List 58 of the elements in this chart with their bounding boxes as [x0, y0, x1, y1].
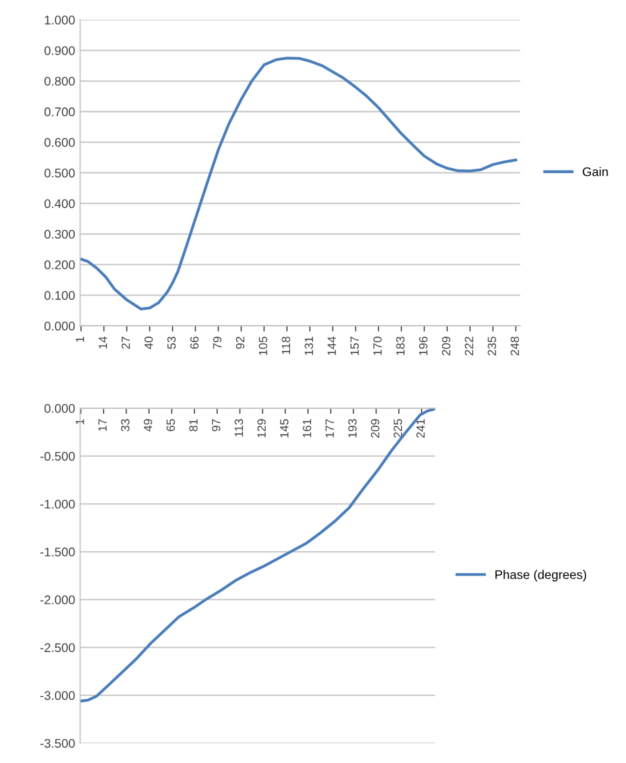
y-tick-label: 0.800	[44, 76, 75, 86]
x-tick-label: 113	[234, 419, 244, 437]
y-tick-label: 0.300	[44, 230, 75, 239]
x-tick-label: 248	[510, 336, 519, 356]
x-tick-label: 209	[370, 419, 380, 438]
x-tick-label: 209	[442, 336, 450, 356]
x-tick-label: 53	[167, 336, 176, 349]
x-tick-label: 235	[488, 336, 496, 356]
y-tick-label: -2.000	[40, 595, 75, 604]
x-tick-label: 183	[396, 336, 405, 356]
x-tick-label: 145	[280, 419, 288, 438]
x-tick-label: 49	[144, 419, 152, 432]
x-tick-label: 65	[166, 419, 175, 432]
y-tick-label: 0.400	[44, 199, 75, 208]
y-tick-label: 0.900	[44, 46, 75, 56]
x-tick-label: 129	[257, 419, 266, 438]
x-tick-label: 40	[144, 336, 153, 350]
legend-label: Phase (degrees)	[495, 570, 586, 582]
y-tick-label: 1.000	[44, 16, 75, 24]
x-tick-label: 81	[189, 419, 198, 432]
x-tick-label: 196	[419, 336, 428, 356]
x-tick-label: 14	[98, 336, 107, 348]
x-tick-label: 105	[258, 336, 268, 356]
x-tick-label: 177	[326, 419, 334, 438]
x-tick-label: 157	[350, 336, 359, 356]
x-tick-label: 225	[394, 419, 402, 438]
x-tick-label: 193	[348, 419, 357, 438]
y-tick-label: 0.200	[44, 260, 75, 270]
y-tick-label: -2.500	[40, 643, 75, 652]
x-tick-label: 161	[302, 419, 312, 438]
y-tick-label: 0.600	[44, 138, 75, 147]
x-tick-label: 33	[121, 419, 130, 432]
x-tick-label: 17	[98, 419, 107, 431]
y-tick-label: -3.000	[40, 691, 75, 700]
x-tick-label: 170	[373, 336, 382, 356]
y-tick-label: -3.500	[40, 738, 75, 748]
x-tick-label: 131	[304, 336, 314, 356]
y-tick-label: -1.000	[40, 500, 75, 509]
y-tick-label: -1.500	[40, 548, 75, 556]
x-tick-label: 79	[213, 336, 222, 349]
y-tick-label: 0.700	[44, 107, 75, 116]
x-tick-label: 66	[190, 336, 199, 349]
x-tick-label: 118	[282, 336, 290, 354]
y-tick-label: -0.500	[40, 452, 75, 461]
x-tick-label: 1	[76, 419, 84, 424]
y-tick-label: 0.000	[44, 404, 75, 413]
y-tick-label: 0.100	[44, 291, 75, 300]
legend-label: Gain	[582, 166, 608, 176]
x-tick-label: 92	[236, 336, 244, 349]
x-tick-label: 144	[328, 336, 336, 356]
x-tick-label: 1	[76, 336, 84, 342]
line-series	[80, 56, 518, 310]
x-tick-label: 27	[122, 336, 130, 349]
y-tick-label: 0.000	[44, 322, 75, 330]
y-tick-label: 0.500	[44, 168, 75, 178]
x-tick-label: 222	[464, 336, 474, 356]
x-tick-label: 241	[416, 419, 425, 438]
x-tick-label: 97	[212, 419, 220, 432]
